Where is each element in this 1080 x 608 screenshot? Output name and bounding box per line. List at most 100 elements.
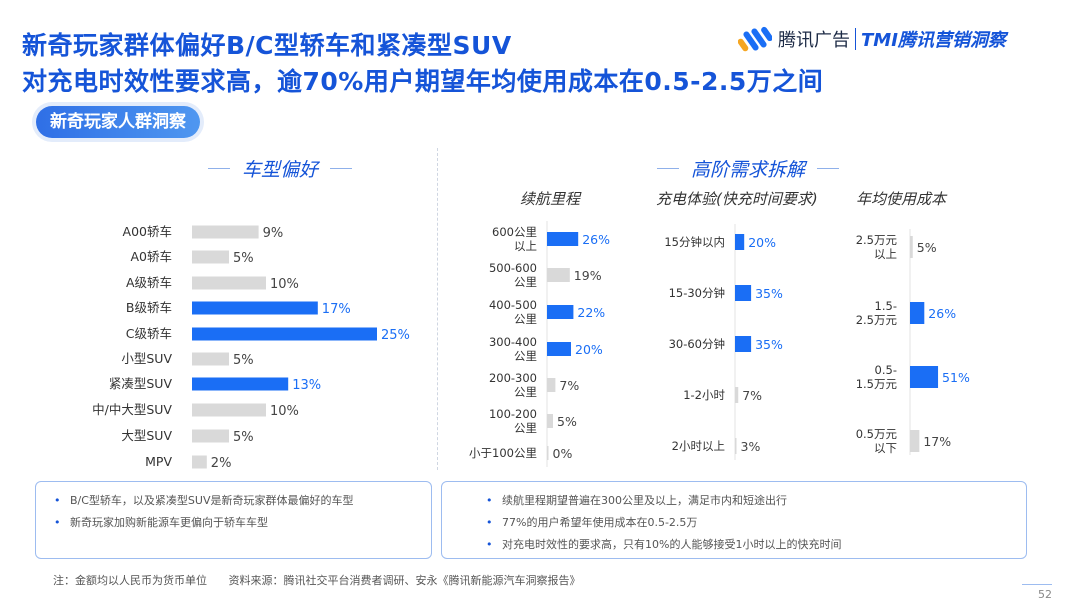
- vertical-divider: [437, 148, 438, 470]
- bar-value-label: 10%: [270, 277, 299, 292]
- category-label: A0轿车: [130, 249, 172, 264]
- tencent-ads-logo-icon: [738, 26, 772, 52]
- right-section-title-text: 高阶需求拆解: [691, 159, 806, 181]
- category-label: 2.5万元: [856, 313, 898, 327]
- note-item: 新奇玩家加购新能源车更偏向于轿车车型: [50, 512, 417, 534]
- right-section-title: 高阶需求拆解: [645, 155, 851, 182]
- bar: [547, 268, 570, 282]
- note-item: B/C型轿车，以及紧凑型SUV是新奇玩家群体最偏好的车型: [50, 490, 417, 512]
- bar: [192, 429, 229, 443]
- category-label: A级轿车: [126, 275, 172, 290]
- bar: [192, 455, 207, 469]
- subtitle-cost: 年均使用成本: [856, 190, 947, 208]
- title-dash-left: [657, 168, 679, 169]
- bar-value-label: 5%: [557, 414, 577, 429]
- bar: [192, 225, 259, 239]
- logo-divider: [855, 28, 856, 50]
- category-label: 以上: [514, 239, 537, 253]
- logo: 腾讯广告 TMI腾讯营销洞察: [738, 22, 1038, 56]
- bar: [547, 342, 571, 356]
- footer-note: 注：金额均以人民币为货币单位: [53, 574, 207, 587]
- category-label: 大型SUV: [121, 428, 172, 443]
- footer: 注：金额均以人民币为货币单位 资料来源：腾讯社交平台消费者调研、安永《腾讯新能源…: [53, 572, 599, 588]
- bar-value-label: 22%: [577, 305, 605, 320]
- bar: [192, 377, 289, 391]
- category-label: 公里: [514, 312, 537, 326]
- bar: [192, 352, 229, 366]
- category-label: 2.5万元: [856, 233, 898, 247]
- category-label: 0.5万元: [856, 427, 898, 441]
- category-label: 公里: [514, 349, 537, 363]
- bar-value-label: 35%: [755, 337, 783, 352]
- bar: [547, 232, 579, 246]
- bar: [192, 403, 266, 417]
- left-section-title-text: 车型偏好: [242, 159, 319, 181]
- category-label: 以下: [874, 441, 897, 455]
- category-label: B级轿车: [126, 300, 172, 315]
- category-label: 15分钟以内: [664, 235, 725, 249]
- bar-value-label: 20%: [748, 235, 776, 250]
- bar: [547, 414, 553, 428]
- title-dash-left: [208, 168, 230, 169]
- category-label: 0.5-: [875, 363, 897, 377]
- bar-value-label: 17%: [923, 434, 951, 449]
- category-label: 公里: [514, 385, 537, 399]
- note-item: 对充电时效性的要求高，只有10%的人能够接受1小时以上的快充时间: [482, 534, 1012, 556]
- category-label: 2小时以上: [672, 439, 725, 453]
- notes-left: B/C型轿车，以及紧凑型SUV是新奇玩家群体最偏好的车型 新奇玩家加购新能源车更…: [35, 481, 432, 559]
- category-label: 中/中大型SUV: [92, 402, 172, 417]
- bar: [192, 250, 229, 264]
- bar: [192, 276, 266, 290]
- bar-value-label: 19%: [574, 268, 602, 283]
- left-section-title: 车型偏好: [196, 155, 364, 182]
- bar-value-label: 20%: [575, 342, 603, 357]
- bar-value-label: 10%: [270, 404, 299, 419]
- bar: [910, 366, 939, 388]
- notes-right: 续航里程期望普遍在300公里及以上，满足市内和短途出行 77%的用户希望年使用成…: [441, 481, 1027, 559]
- bar-value-label: 5%: [233, 353, 254, 368]
- category-label: 公里: [514, 421, 537, 435]
- section-badge: 新奇玩家人群洞察: [36, 106, 200, 138]
- bar: [547, 378, 556, 392]
- bar-value-label: 25%: [381, 328, 410, 343]
- category-label: 1.5-: [875, 299, 897, 313]
- bar: [735, 438, 737, 454]
- bar: [547, 446, 549, 460]
- bar-value-label: 2%: [211, 456, 232, 471]
- bar-value-label: 26%: [928, 306, 956, 321]
- bar: [910, 236, 913, 258]
- subtitle-charging: 充电体验(快充时间要求): [656, 190, 818, 208]
- bar-value-label: 13%: [292, 378, 321, 393]
- bar: [735, 234, 745, 250]
- bar-value-label: 3%: [741, 439, 761, 454]
- category-label: 1-2小时: [683, 388, 725, 402]
- page-title-line1: 新奇玩家群体偏好B/C型轿车和紧凑型SUV: [22, 31, 512, 60]
- title-dash-right: [330, 168, 353, 169]
- title-dash-right: [817, 168, 840, 169]
- bar-value-label: 7%: [559, 378, 579, 393]
- bar-value-label: 17%: [322, 302, 351, 317]
- category-label: MPV: [145, 454, 172, 469]
- bar-value-label: 0%: [553, 446, 573, 461]
- bar: [910, 430, 920, 452]
- bar: [735, 336, 752, 352]
- bar: [192, 327, 377, 341]
- category-label: 200-300: [489, 371, 537, 385]
- category-label: 15-30分钟: [669, 286, 725, 300]
- bar: [547, 305, 574, 319]
- category-label: 300-400: [489, 335, 537, 349]
- bar-value-label: 9%: [263, 226, 284, 241]
- category-label: 小型SUV: [121, 351, 172, 366]
- bar: [735, 387, 739, 403]
- bar-value-label: 5%: [917, 240, 937, 255]
- bar: [910, 302, 925, 324]
- logo-tmi-text: TMI腾讯营销洞察: [861, 30, 1006, 51]
- category-label: 600公里: [492, 225, 537, 239]
- category-label: 30-60分钟: [669, 337, 725, 351]
- note-item: 续航里程期望普遍在300公里及以上，满足市内和短途出行: [482, 490, 1012, 512]
- bar-value-label: 7%: [742, 388, 762, 403]
- note-item: 77%的用户希望年使用成本在0.5-2.5万: [482, 512, 1012, 534]
- bar-value-label: 5%: [233, 251, 254, 266]
- logo-brand-text: 腾讯广告: [778, 30, 850, 51]
